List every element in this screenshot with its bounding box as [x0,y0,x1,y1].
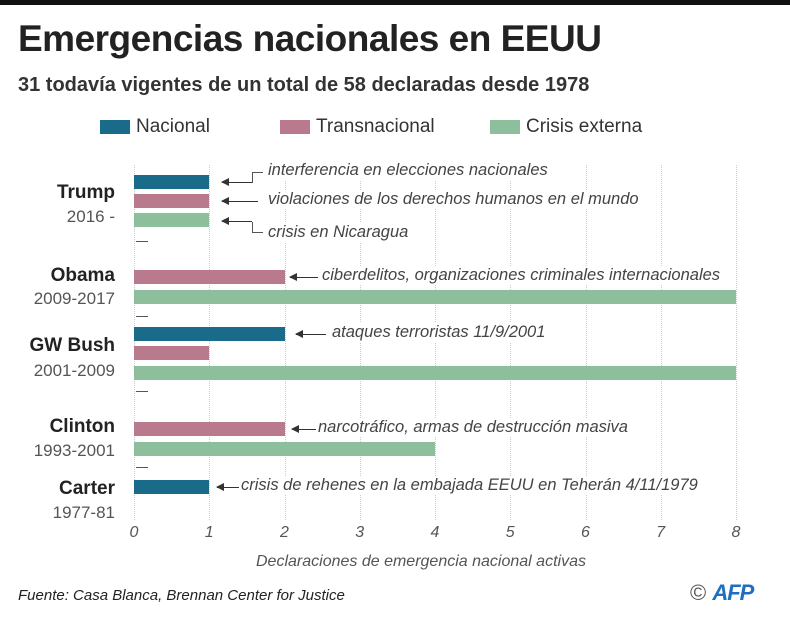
bar-transnacional [134,270,285,284]
bar-transnacional [134,422,285,436]
x-axis-label: Declaraciones de emergencia nacional act… [256,553,586,570]
annotation: interferencia en elecciones nacionales [268,161,548,180]
legend-swatch-crisis-externa [490,120,520,134]
arrow-icon [291,425,316,433]
annotation: ciberdelitos, organizaciones criminales … [322,266,721,285]
bar-nacional [134,175,210,189]
president-name: GW Bush [29,335,116,356]
legend-crisis-externa: Crisis externa [490,116,642,138]
bracket-top [252,172,263,183]
arrow-icon [216,483,239,491]
bar-crisis-externa [134,213,210,227]
gridline [736,165,737,520]
x-tick-label: 1 [204,524,214,541]
x-tick-label: 0 [129,524,139,541]
group-separator [136,241,148,242]
president-years: 1993-2001 [33,441,115,460]
legend-swatch-transnacional [280,120,310,134]
arrow-icon [221,217,252,225]
legend-label: Transnacional [316,116,435,137]
president-name: Clinton [49,416,115,437]
x-tick-label: 3 [355,524,365,541]
president-name: Carter [59,478,115,499]
bar-crisis-externa [134,366,736,380]
gridline [134,165,135,520]
legend-label: Nacional [136,116,210,137]
annotation: crisis en Nicaragua [268,223,409,242]
source-note: Fuente: Casa Blanca, Brennan Center for … [18,587,345,604]
bar-transnacional [134,346,210,360]
arrow-icon [221,197,258,205]
annotation: ataques terroristas 11/9/2001 [332,323,546,342]
gridline [209,165,211,520]
president-years: 2016 - [66,207,115,226]
group-separator [136,391,148,392]
bar-transnacional [134,194,210,208]
x-tick-label: 8 [731,524,741,541]
bracket-bottom [252,222,263,233]
legend-swatch-nacional [100,120,130,134]
bar-crisis-externa [134,290,736,304]
annotation: violaciones de los derechos humanos en e… [268,190,639,209]
gridline [435,165,436,520]
arrow-icon [295,330,326,338]
x-tick-label: 4 [430,524,440,541]
x-tick-label: 5 [505,524,515,541]
gridline [284,165,286,520]
legend-label: Crisis externa [526,116,643,137]
chart-title: Emergencias nacionales en EEUU [18,18,602,59]
legend-nacional: Nacional [100,116,210,138]
x-tick-label: 7 [656,524,666,541]
x-tick-label: 2 [280,524,289,541]
gridline [359,165,361,520]
legend-transnacional: Transnacional [280,116,435,138]
group-separator [136,316,148,317]
arrow-icon [289,273,318,281]
arrow-icon [221,178,252,186]
president-years: 2001-2009 [33,361,115,380]
bar-crisis-externa [134,442,435,456]
president-years: 2009-2017 [33,289,115,308]
gridline [585,165,587,520]
group-separator [136,467,148,468]
chart-subtitle: 31 todavía vigentes de un total de 58 de… [18,74,590,96]
bar-nacional [134,327,285,341]
gridline [510,165,512,520]
president-name: Obama [50,265,115,286]
top-rule [0,0,790,5]
afp-logo: © AFP [690,580,754,605]
president-name: Trump [56,182,115,203]
bar-nacional [134,480,210,494]
x-tick-label: 6 [581,524,590,541]
gridline [660,165,662,520]
president-years: 1977-81 [52,503,115,522]
annotation: narcotráfico, armas de destrucción masiv… [318,418,628,437]
annotation: crisis de rehenes en la embajada EEUU en… [241,476,698,495]
